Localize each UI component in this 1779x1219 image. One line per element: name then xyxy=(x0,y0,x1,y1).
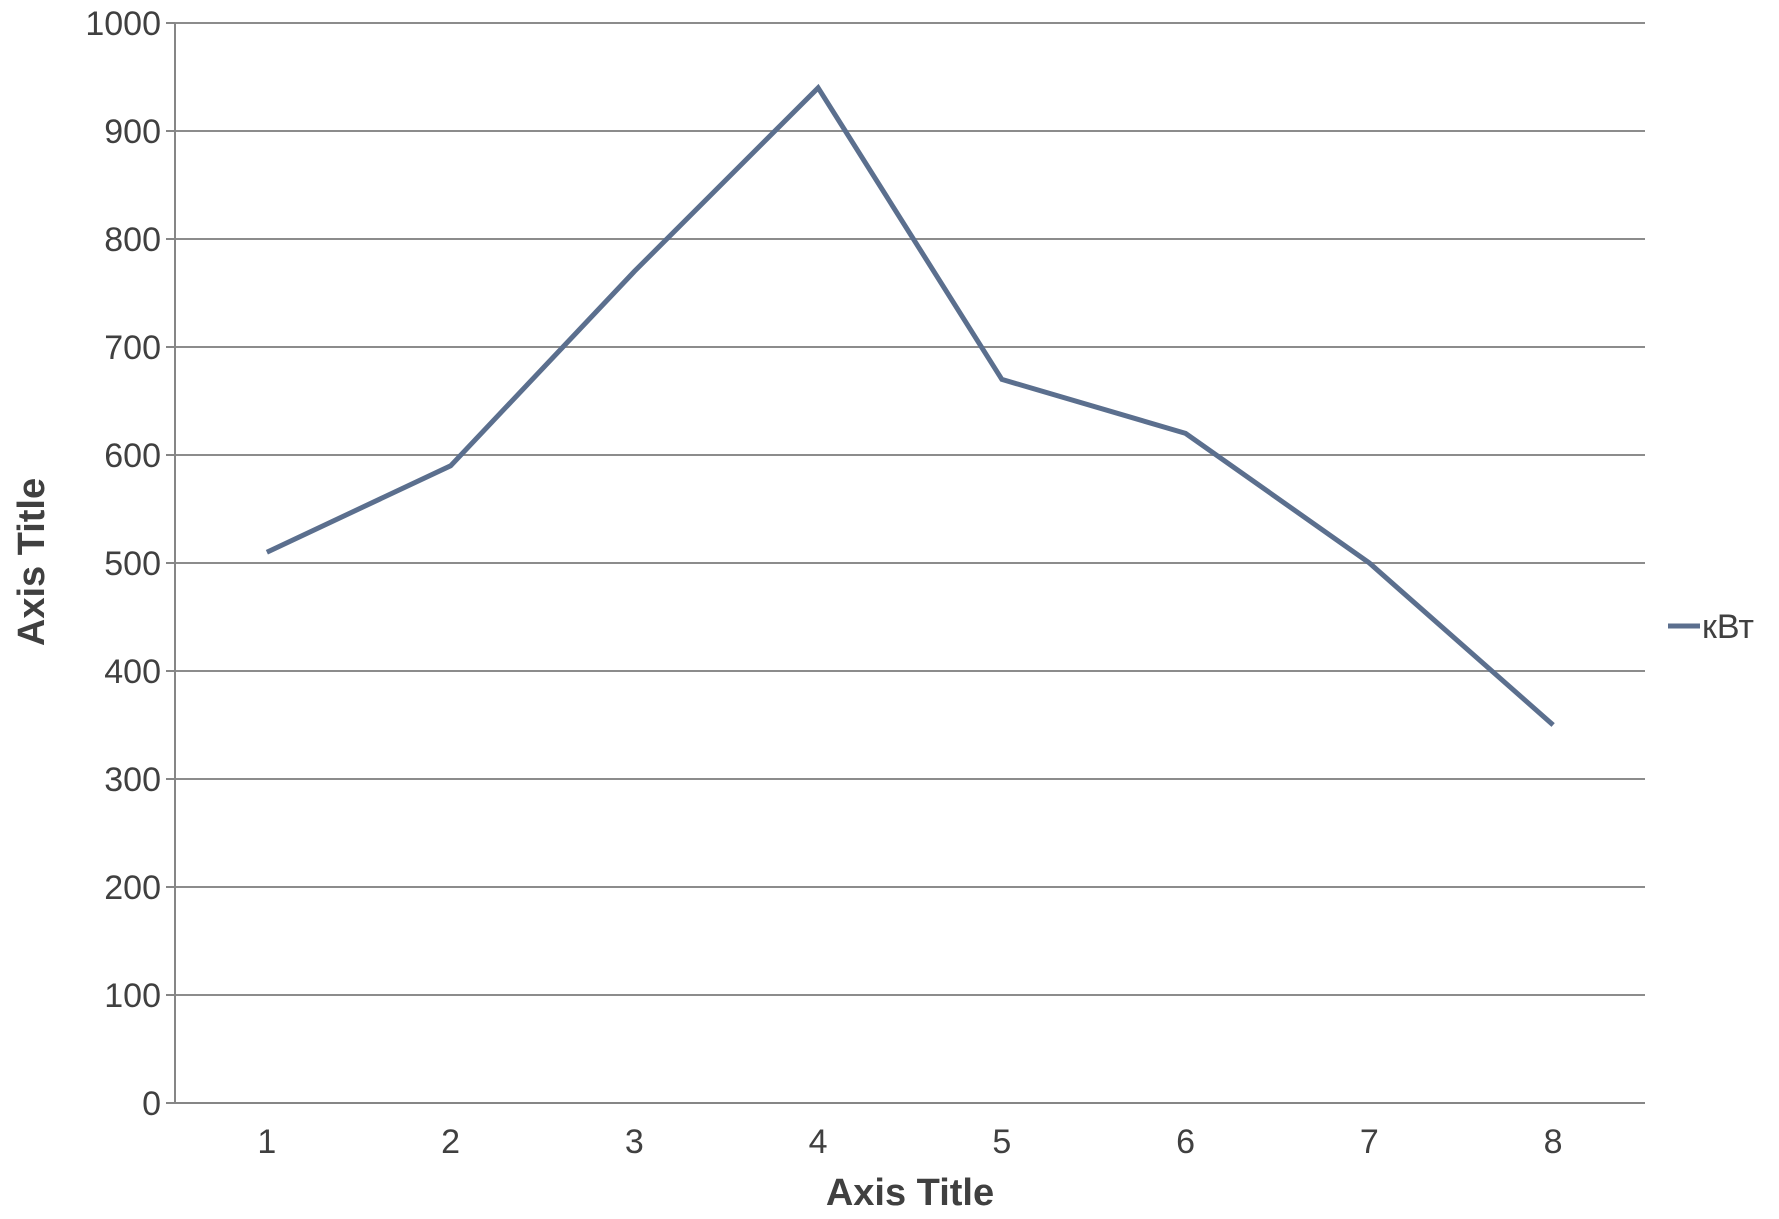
x-axis-title: Axis Title xyxy=(826,1172,994,1214)
y-tick-label: 800 xyxy=(104,221,161,259)
y-tick-label: 100 xyxy=(104,977,161,1015)
legend-label: кВт xyxy=(1702,608,1754,646)
y-tick-label: 900 xyxy=(104,113,161,151)
y-tick-label: 600 xyxy=(104,437,161,475)
x-tick-label: 4 xyxy=(809,1123,828,1161)
y-tick-label: 400 xyxy=(104,653,161,691)
x-tick-label: 5 xyxy=(992,1123,1011,1161)
series-line xyxy=(265,83,1555,727)
gridlines xyxy=(175,22,1645,996)
x-tick-label: 3 xyxy=(625,1123,644,1161)
y-tick-label: 700 xyxy=(104,329,161,367)
y-tick-label: 0 xyxy=(142,1085,161,1123)
y-tick-label: 1000 xyxy=(85,5,161,43)
x-tick-label: 2 xyxy=(441,1123,460,1161)
legend: кВт xyxy=(1668,608,1754,646)
y-tick-label: 500 xyxy=(104,545,161,583)
y-axis-title: Axis Title xyxy=(11,478,53,646)
x-tick-label: 7 xyxy=(1360,1123,1379,1161)
y-tick-label: 300 xyxy=(104,761,161,799)
x-tick-labels: 1 2 3 4 5 6 7 8 xyxy=(257,1123,1562,1161)
x-tick-label: 6 xyxy=(1176,1123,1195,1161)
y-tick-label: 200 xyxy=(104,869,161,907)
x-tick-label: 8 xyxy=(1544,1123,1563,1161)
x-tick-label: 1 xyxy=(257,1123,276,1161)
series-lines xyxy=(265,83,1555,727)
axes xyxy=(166,22,1645,1104)
y-tick-labels: 0 100 200 300 400 500 600 700 800 900 1000 xyxy=(85,5,161,1123)
